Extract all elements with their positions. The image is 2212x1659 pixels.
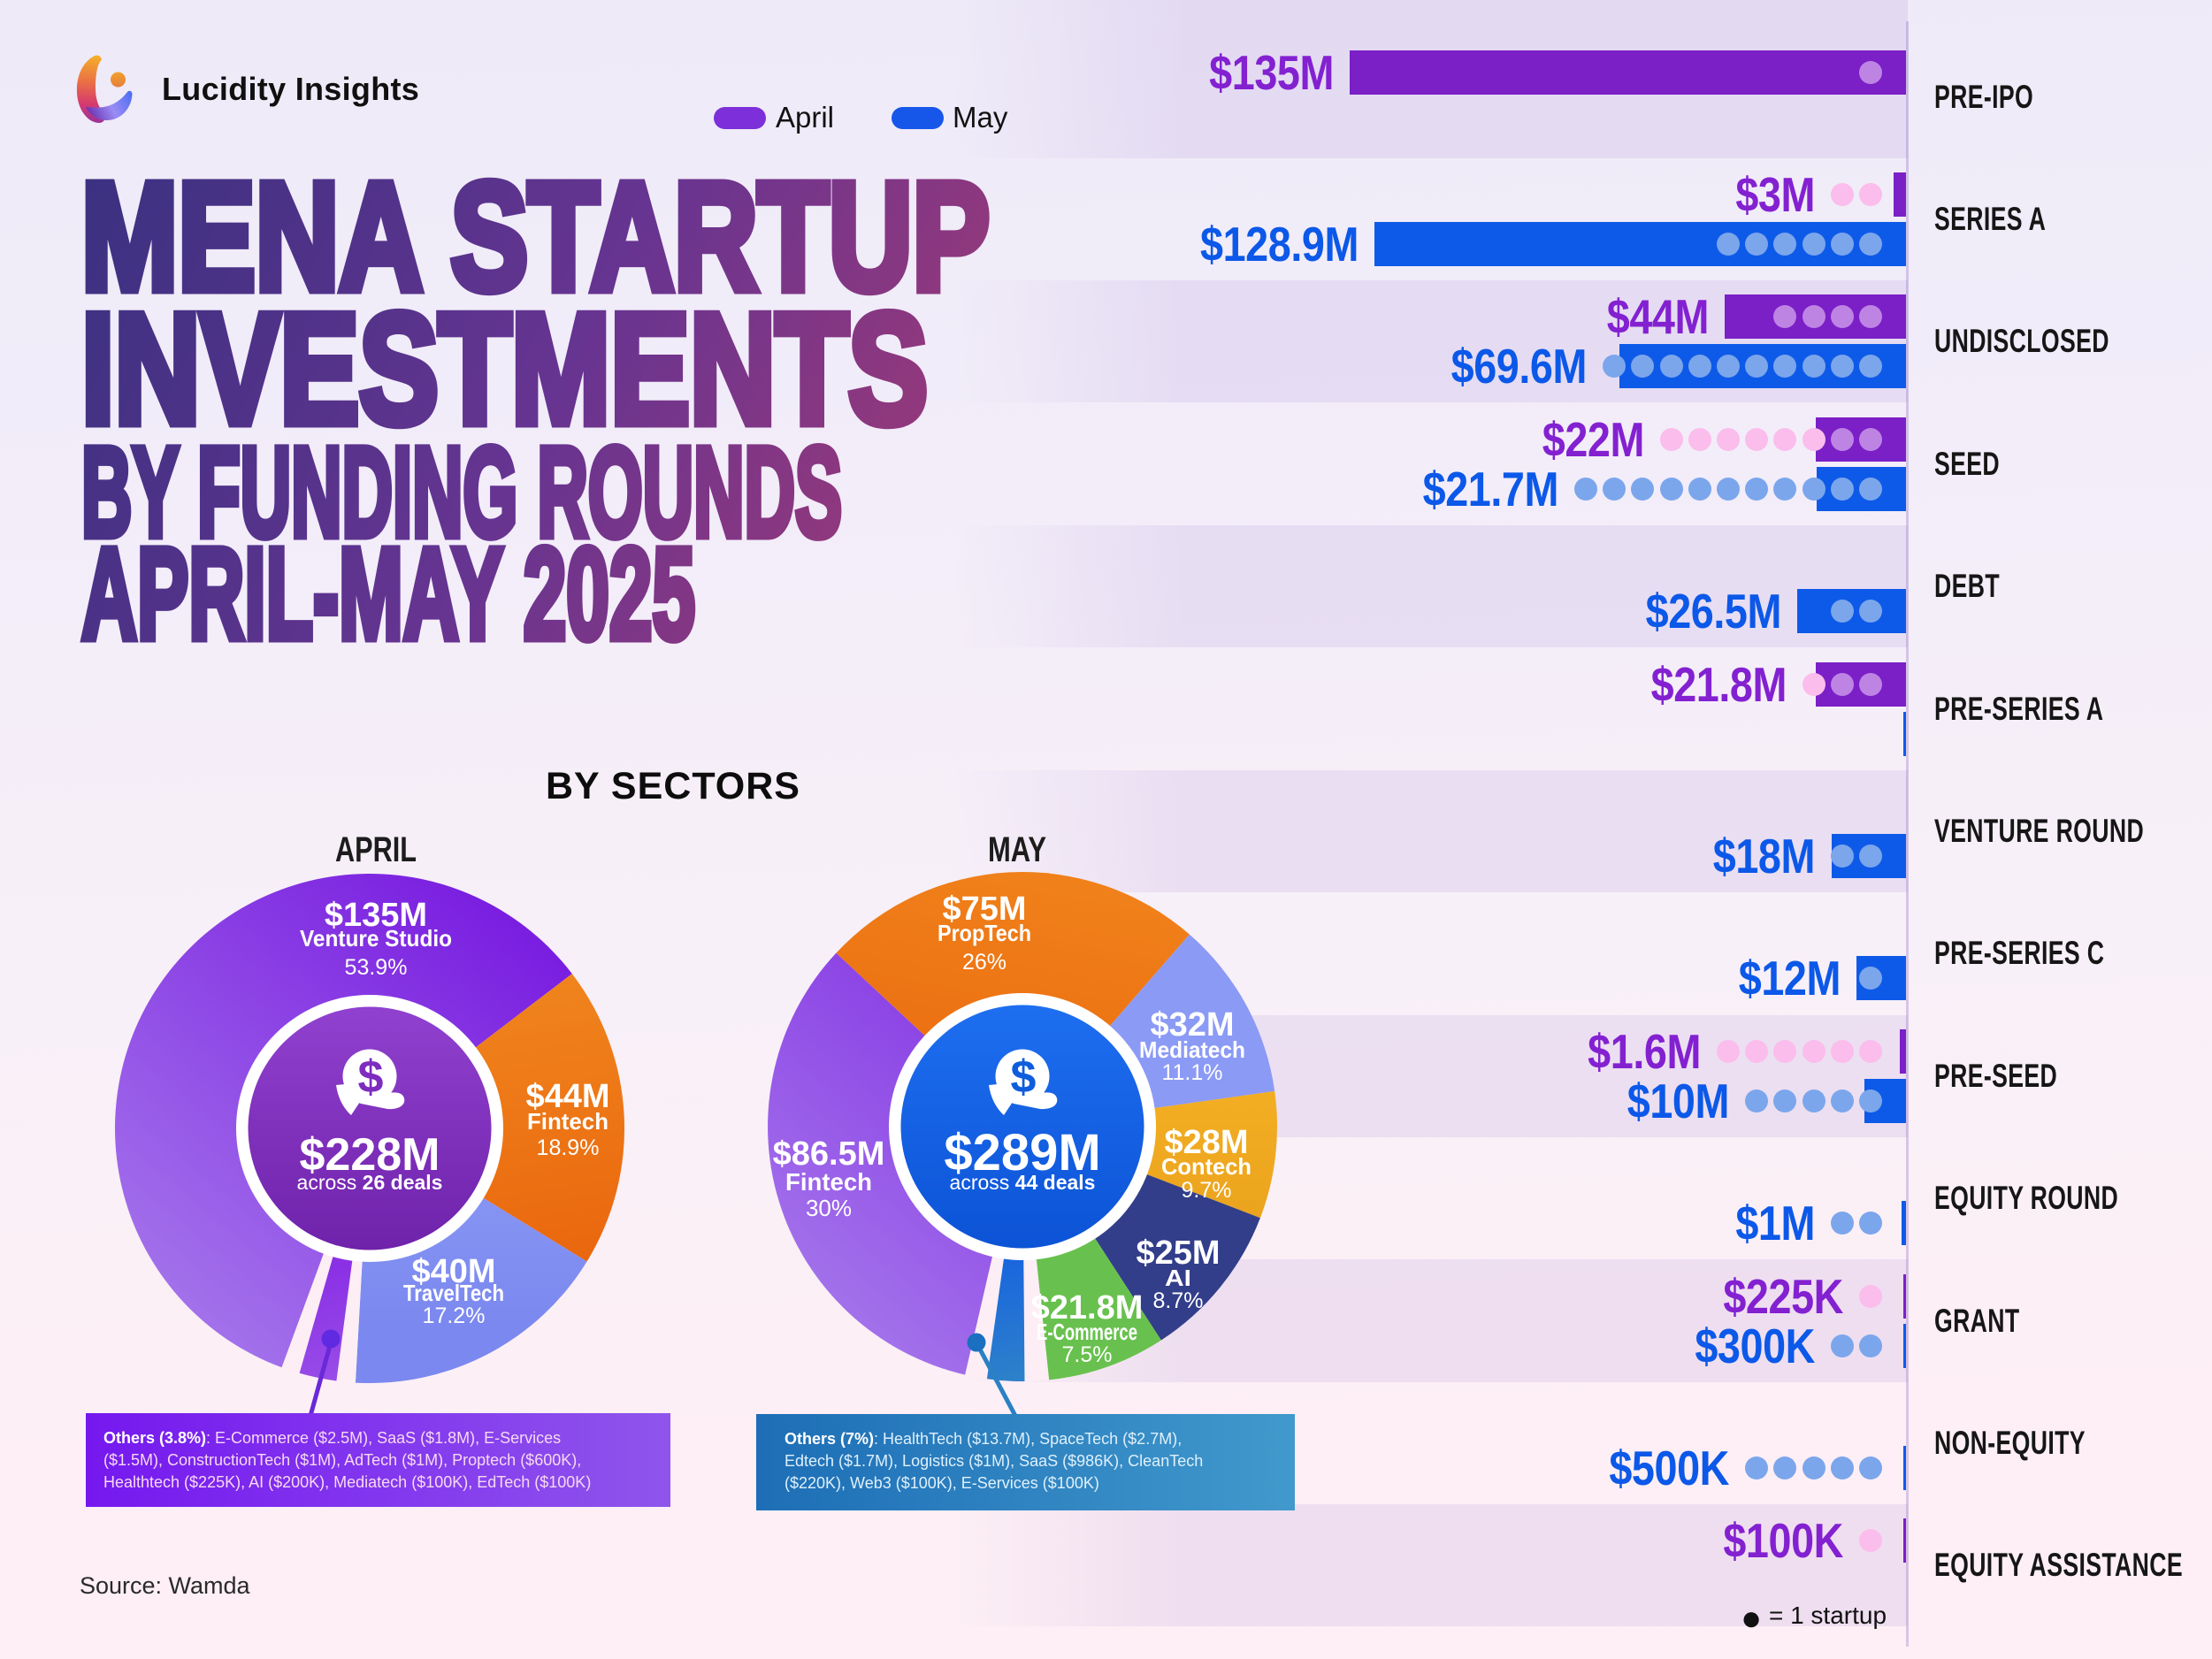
svg-text:$25M: $25M <box>1136 1235 1220 1272</box>
svg-text:Fintech: Fintech <box>527 1108 608 1135</box>
svg-text:INVESTMENTS: INVESTMENTS <box>81 281 928 456</box>
svg-text:BY FUNDING ROUNDS: BY FUNDING ROUNDS <box>81 421 842 563</box>
svg-text:MAY: MAY <box>988 830 1046 869</box>
svg-text:17.2%: 17.2% <box>423 1304 486 1328</box>
svg-text:MENA STARTUP: MENA STARTUP <box>81 150 990 322</box>
svg-text:8.7%: 8.7% <box>1153 1288 1204 1313</box>
svg-text:Mediatech: Mediatech <box>1139 1036 1245 1063</box>
svg-text:E-Commerce: E-Commerce <box>1037 1319 1137 1345</box>
svg-text:$228M: $228M <box>300 1129 440 1181</box>
svg-text:$75M: $75M <box>942 891 1026 928</box>
svg-text:11.1%: 11.1% <box>1161 1060 1222 1085</box>
svg-text:Fintech: Fintech <box>785 1168 872 1196</box>
svg-text:9.7%: 9.7% <box>1182 1178 1232 1203</box>
svg-text:Contech: Contech <box>1161 1153 1251 1180</box>
svg-text:53.9%: 53.9% <box>345 955 408 980</box>
svg-text:$40M: $40M <box>411 1253 495 1290</box>
svg-text:APRIL-MAY 2025: APRIL-MAY 2025 <box>81 522 695 667</box>
svg-text:30%: 30% <box>806 1195 852 1221</box>
svg-text:Venture Studio: Venture Studio <box>300 925 452 952</box>
svg-text:across 44 deals: across 44 deals <box>950 1171 1096 1194</box>
svg-text:$: $ <box>1011 1051 1037 1103</box>
svg-text:$21.8M: $21.8M <box>1031 1289 1144 1326</box>
svg-text:APRIL: APRIL <box>335 830 417 869</box>
svg-text:$28M: $28M <box>1164 1124 1248 1161</box>
svg-text:TravelTech: TravelTech <box>403 1280 504 1306</box>
svg-text:$135M: $135M <box>325 897 427 934</box>
svg-text:26%: 26% <box>962 950 1006 975</box>
svg-text:$86.5M: $86.5M <box>773 1135 885 1173</box>
svg-text:7.5%: 7.5% <box>1062 1342 1113 1367</box>
svg-text:$: $ <box>358 1051 384 1103</box>
svg-text:18.9%: 18.9% <box>537 1135 600 1160</box>
svg-text:across 26 deals: across 26 deals <box>297 1171 443 1194</box>
svg-text:AI: AI <box>1165 1265 1191 1291</box>
svg-text:PropTech: PropTech <box>938 920 1031 946</box>
svg-text:$289M: $289M <box>944 1124 1100 1181</box>
svg-text:BY SECTORS: BY SECTORS <box>546 765 800 807</box>
svg-text:$32M: $32M <box>1150 1006 1234 1044</box>
svg-text:$44M: $44M <box>525 1078 609 1115</box>
